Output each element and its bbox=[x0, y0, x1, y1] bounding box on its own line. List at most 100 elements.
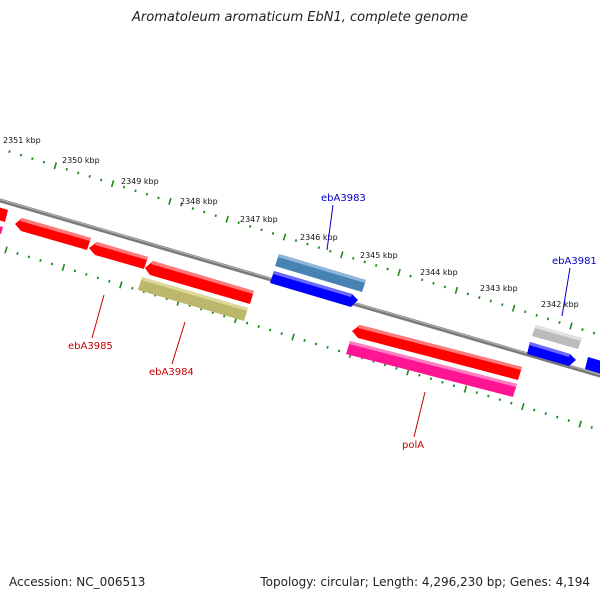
minor-tick bbox=[237, 221, 240, 225]
major-tick bbox=[61, 263, 66, 272]
minor-tick bbox=[31, 157, 34, 161]
minor-tick bbox=[395, 366, 398, 370]
gene-ebA3983[interactable] bbox=[275, 254, 366, 292]
gene-ebA3984-second[interactable] bbox=[138, 277, 248, 321]
gene-ebA3985[interactable] bbox=[15, 218, 91, 250]
minor-tick bbox=[533, 408, 536, 412]
gene-ebA3984[interactable] bbox=[145, 261, 254, 304]
ruler-label: 2347 kbp bbox=[240, 215, 278, 224]
gene-label-ebA3985: ebA3985 bbox=[68, 341, 113, 352]
minor-tick bbox=[260, 228, 263, 232]
minor-tick bbox=[498, 398, 502, 402]
minor-tick bbox=[544, 412, 547, 415]
minor-tick bbox=[268, 328, 272, 332]
gene-polA-second[interactable] bbox=[346, 341, 517, 397]
minor-tick bbox=[248, 224, 252, 228]
minor-tick bbox=[452, 384, 456, 388]
minor-tick bbox=[475, 391, 479, 395]
accession-text: Accession: NC_006513 bbox=[9, 575, 146, 589]
minor-tick bbox=[510, 401, 513, 405]
gene-edge-right[interactable] bbox=[585, 357, 600, 375]
minor-tick bbox=[337, 349, 341, 353]
major-tick bbox=[168, 197, 172, 205]
minor-tick bbox=[85, 272, 88, 276]
minor-tick bbox=[19, 153, 23, 157]
minor-tick bbox=[96, 276, 100, 280]
gene-labels: ebA3983 ebA3981 ebA3985 ebA3984 polA bbox=[68, 193, 597, 451]
major-tick bbox=[53, 162, 58, 170]
ruler-label: 2345 kbp bbox=[360, 251, 398, 260]
ruler-label: 2343 kbp bbox=[480, 284, 518, 293]
minor-tick bbox=[88, 175, 91, 178]
minor-tick bbox=[581, 328, 584, 331]
minor-tick bbox=[303, 339, 306, 342]
major-tick bbox=[397, 268, 401, 277]
minor-tick bbox=[409, 274, 412, 278]
minor-tick bbox=[592, 331, 596, 335]
gene-ebA3981[interactable] bbox=[532, 325, 582, 349]
minor-tick bbox=[280, 332, 283, 335]
minor-tick bbox=[556, 415, 559, 419]
minor-tick bbox=[329, 249, 332, 253]
gene-label-polA: polA bbox=[402, 440, 424, 451]
gene-ebA3981-second[interactable] bbox=[527, 342, 576, 366]
map-title: Aromatoleum aromaticum EbN1, complete ge… bbox=[132, 10, 468, 25]
minor-tick bbox=[145, 192, 149, 196]
minor-tick bbox=[39, 259, 42, 262]
minor-tick bbox=[214, 214, 217, 218]
minor-tick bbox=[223, 314, 226, 318]
minor-tick bbox=[443, 285, 447, 289]
minor-tick bbox=[374, 264, 378, 267]
major-tick bbox=[340, 251, 344, 259]
major-tick bbox=[454, 286, 459, 294]
ruler-label: 2344 kbp bbox=[420, 268, 458, 277]
minor-tick bbox=[441, 380, 444, 384]
gene-label-ebA3983: ebA3983 bbox=[321, 193, 366, 204]
minor-tick bbox=[306, 242, 309, 246]
major-tick bbox=[110, 180, 115, 188]
minor-tick bbox=[257, 325, 260, 328]
minor-tick bbox=[203, 210, 206, 214]
minor-tick bbox=[501, 303, 504, 307]
gene-ebA3985-second[interactable] bbox=[89, 242, 148, 269]
minor-tick bbox=[157, 196, 160, 200]
minor-tick bbox=[363, 260, 366, 264]
minor-tick bbox=[73, 269, 77, 273]
minor-tick bbox=[42, 160, 46, 164]
ruler-label: 2346 kbp bbox=[300, 233, 338, 242]
minor-tick bbox=[314, 342, 318, 346]
minor-tick bbox=[535, 313, 538, 317]
outer-tick-track bbox=[8, 150, 596, 335]
gene-polA[interactable] bbox=[352, 325, 522, 380]
minor-tick bbox=[567, 419, 570, 422]
minor-tick bbox=[326, 346, 329, 349]
gene-label-ebA3981: ebA3981 bbox=[552, 256, 597, 267]
minor-tick bbox=[191, 207, 195, 210]
ruler-label: 2348 kbp bbox=[180, 197, 218, 206]
minor-tick bbox=[108, 279, 111, 283]
ruler-label: 2349 kbp bbox=[121, 177, 159, 186]
minor-tick bbox=[386, 267, 389, 271]
minor-tick bbox=[180, 203, 183, 207]
minor-tick bbox=[420, 278, 424, 282]
minor-tick bbox=[487, 394, 490, 398]
minor-tick bbox=[546, 317, 550, 321]
minor-tick bbox=[50, 262, 54, 266]
minor-tick bbox=[65, 167, 68, 171]
minor-tick bbox=[429, 377, 433, 381]
forward-strand-genes bbox=[270, 254, 600, 375]
gene-edge-left[interactable] bbox=[0, 206, 8, 234]
ruler-label: 2350 kbp bbox=[62, 156, 100, 165]
minor-tick bbox=[558, 321, 561, 324]
gene-ebA3983-second[interactable] bbox=[270, 271, 358, 307]
major-tick bbox=[521, 403, 525, 411]
minor-tick bbox=[131, 286, 134, 290]
major-tick bbox=[463, 385, 468, 393]
minor-tick bbox=[271, 232, 275, 235]
gene-label-ebA3984: ebA3984 bbox=[149, 367, 194, 378]
ruler-label: 2351 kbp bbox=[3, 136, 41, 145]
minor-tick bbox=[418, 373, 421, 377]
ruler-label: 2342 kbp bbox=[541, 300, 579, 309]
